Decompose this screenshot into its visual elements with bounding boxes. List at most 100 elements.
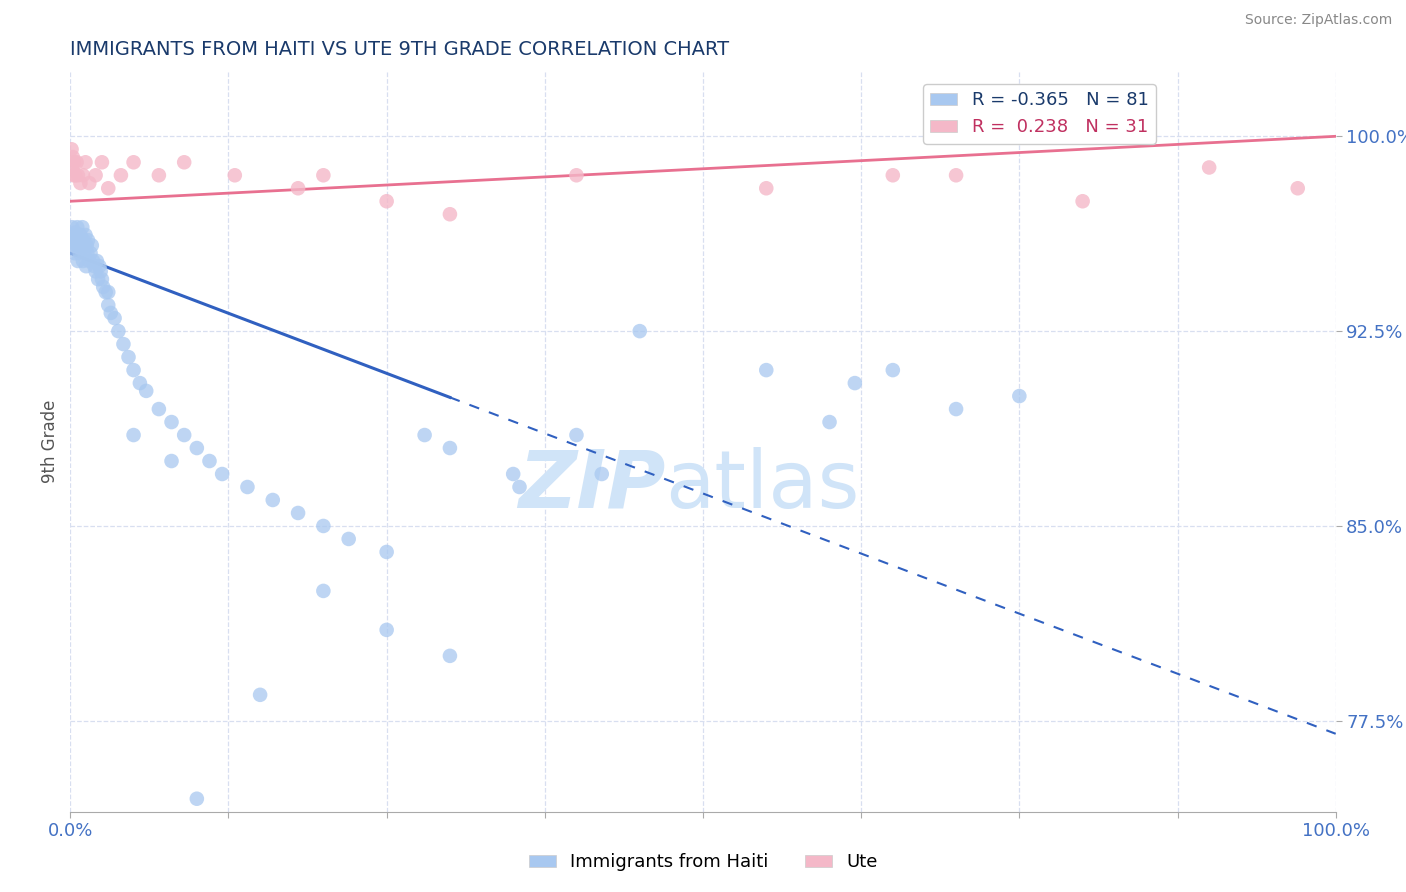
Point <box>100 306 122 320</box>
Point <box>337 532 360 546</box>
Text: ZIP: ZIP <box>517 447 665 525</box>
Point <box>79 246 101 260</box>
Point <box>83 259 105 273</box>
Point <box>122 428 145 442</box>
Point <box>73 246 96 260</box>
Point <box>66 220 89 235</box>
Point <box>65 168 87 182</box>
Point <box>502 467 524 481</box>
Point <box>104 311 127 326</box>
Point <box>91 280 114 294</box>
Point <box>375 545 398 559</box>
Point <box>67 238 90 252</box>
Point <box>287 506 309 520</box>
Point <box>90 272 114 286</box>
Point <box>287 181 309 195</box>
Point <box>844 376 866 390</box>
Point <box>565 168 588 182</box>
Point <box>62 150 84 164</box>
Point <box>439 207 461 221</box>
Text: IMMIGRANTS FROM HAITI VS UTE 9TH GRADE CORRELATION CHART: IMMIGRANTS FROM HAITI VS UTE 9TH GRADE C… <box>70 39 730 59</box>
Point <box>72 254 94 268</box>
Point <box>80 238 103 252</box>
Point <box>72 168 94 182</box>
Point <box>73 238 96 252</box>
Point <box>90 264 112 278</box>
Legend: R = -0.365   N = 81, R =  0.238   N = 31: R = -0.365 N = 81, R = 0.238 N = 31 <box>922 84 1156 144</box>
Point <box>117 350 139 364</box>
Point <box>129 376 152 390</box>
Point <box>65 233 87 247</box>
Point <box>755 363 778 377</box>
Point <box>84 264 107 278</box>
Point <box>211 467 233 481</box>
Point <box>63 233 86 247</box>
Point <box>945 402 967 417</box>
Point <box>375 194 398 209</box>
Point <box>82 254 104 268</box>
Point <box>76 246 98 260</box>
Point <box>1071 194 1094 209</box>
Point <box>69 176 91 190</box>
Point <box>65 226 87 240</box>
Point <box>77 233 100 247</box>
Point <box>62 168 84 182</box>
Point <box>173 155 195 169</box>
Point <box>1286 181 1309 195</box>
Point <box>439 441 461 455</box>
Point <box>75 227 97 242</box>
Point <box>818 415 841 429</box>
Point <box>591 467 613 481</box>
Point <box>173 428 195 442</box>
Point <box>72 220 94 235</box>
Point <box>439 648 461 663</box>
Point <box>69 227 91 242</box>
Y-axis label: 9th Grade: 9th Grade <box>41 400 59 483</box>
Point <box>509 480 531 494</box>
Point <box>186 441 208 455</box>
Point <box>62 238 84 252</box>
Text: Source: ZipAtlas.com: Source: ZipAtlas.com <box>1244 13 1392 28</box>
Point <box>882 168 904 182</box>
Point <box>66 168 89 182</box>
Point <box>110 168 132 182</box>
Point <box>97 181 120 195</box>
Point <box>90 155 114 169</box>
Point <box>65 155 87 169</box>
Point <box>413 428 436 442</box>
Point <box>312 519 335 533</box>
Point <box>224 168 246 182</box>
Point <box>94 285 117 300</box>
Point <box>160 454 183 468</box>
Point <box>79 176 101 190</box>
Point <box>65 238 87 252</box>
Point <box>84 168 107 182</box>
Point <box>63 155 86 169</box>
Point <box>135 384 157 398</box>
Point <box>60 161 83 175</box>
Point <box>69 246 91 260</box>
Point <box>945 168 967 182</box>
Point <box>628 324 651 338</box>
Point <box>122 363 145 377</box>
Point <box>107 324 129 338</box>
Point <box>86 254 108 268</box>
Point <box>122 155 145 169</box>
Point <box>97 298 120 312</box>
Legend: Immigrants from Haiti, Ute: Immigrants from Haiti, Ute <box>522 847 884 879</box>
Point <box>60 220 83 235</box>
Point <box>198 454 221 468</box>
Point <box>97 285 120 300</box>
Point <box>76 238 98 252</box>
Point <box>75 259 97 273</box>
Point <box>70 233 93 247</box>
Point <box>75 155 97 169</box>
Point <box>375 623 398 637</box>
Point <box>755 181 778 195</box>
Point <box>312 583 335 598</box>
Point <box>70 238 93 252</box>
Point <box>148 168 170 182</box>
Point <box>60 142 83 156</box>
Point <box>236 480 259 494</box>
Point <box>882 363 904 377</box>
